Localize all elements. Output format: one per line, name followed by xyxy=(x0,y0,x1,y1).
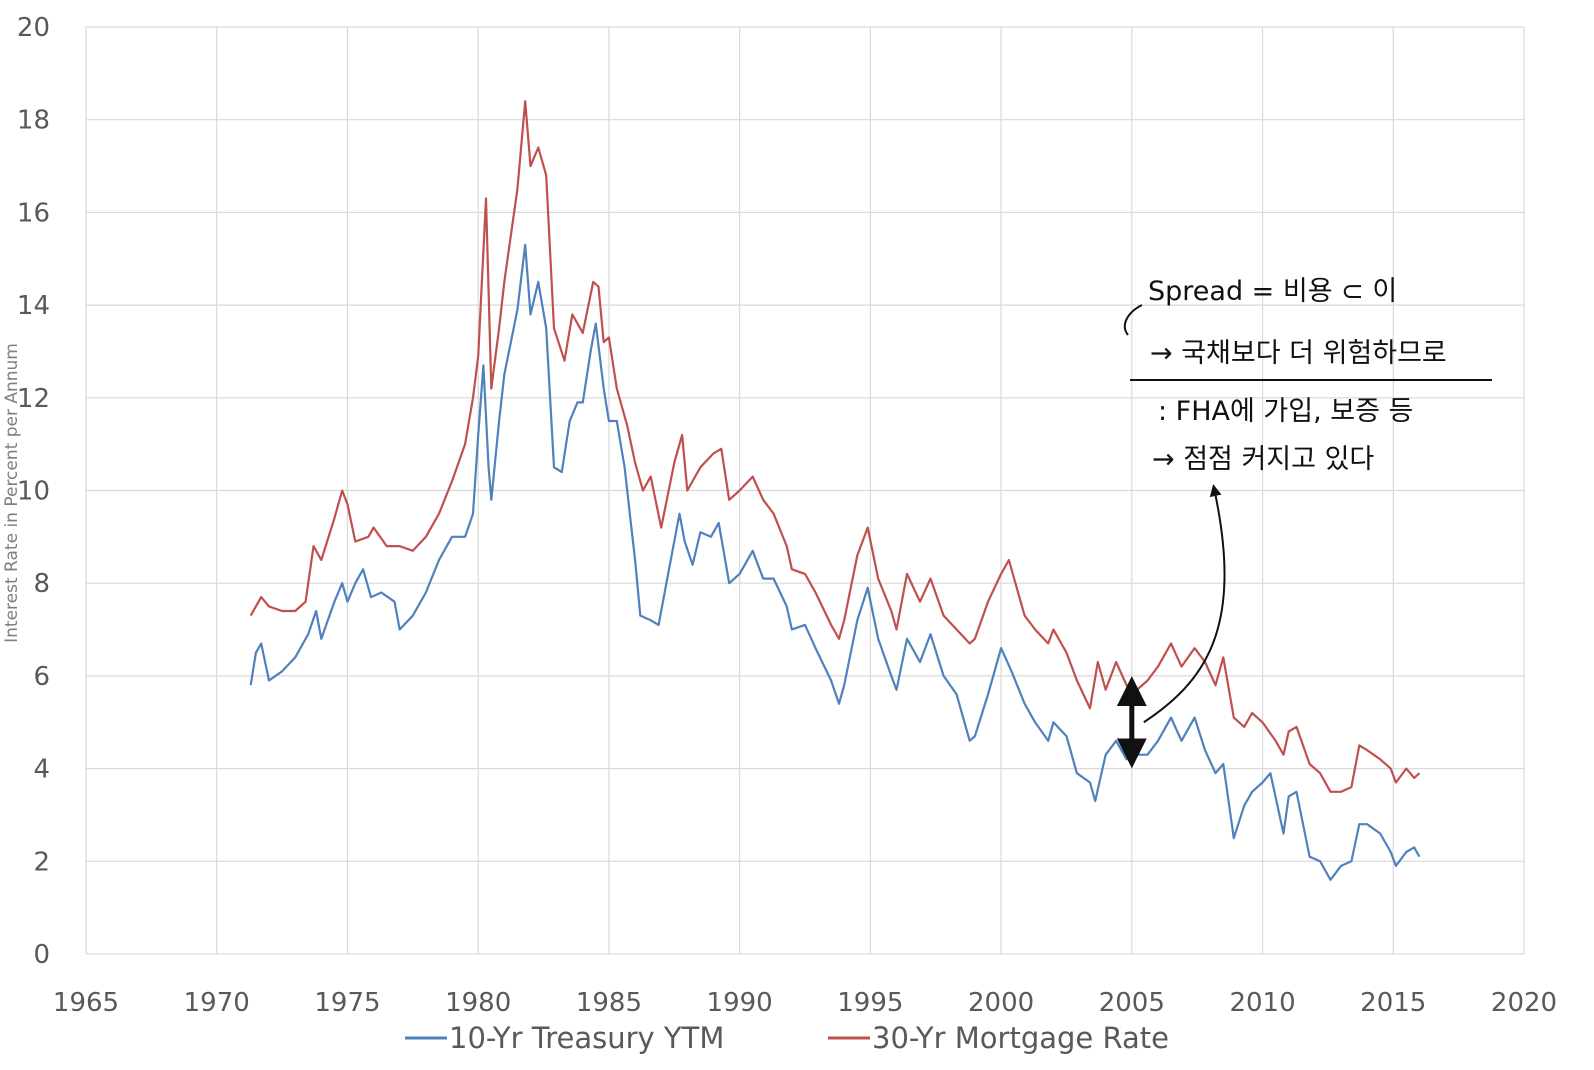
x-tick-label: 1980 xyxy=(445,988,511,1018)
callout-arrow xyxy=(1143,484,1226,724)
handwritten-annotation: Spread = 비용 ⊂ 이 → 국채보다 더 위험하므로 : FHA에 가입, … xyxy=(1116,276,1492,769)
annotation-line: Spread = 비용 ⊂ 이 xyxy=(1148,276,1397,307)
x-tick-labels: 1965 1970 1975 1980 1985 1990 1995 2000 2005 2010… xyxy=(53,988,1557,1018)
annotation-line: → 점점 커지고 있다 xyxy=(1152,444,1374,475)
annotation-hook xyxy=(1123,304,1143,336)
y-tick-label: 4 xyxy=(33,755,50,785)
legend-label: 10-Yr Treasury YTM xyxy=(449,1021,724,1055)
series-lines xyxy=(249,100,1421,881)
y-axis-title: Interest Rate in Percent per Annum xyxy=(2,343,22,643)
x-tick-label: 2000 xyxy=(968,988,1034,1018)
y-tick-label: 0 xyxy=(33,940,50,970)
y-tick-label: 8 xyxy=(33,569,50,599)
annotation-line: : FHA에 가입, 보증 등 xyxy=(1158,396,1413,427)
x-tick-label: 2005 xyxy=(1099,988,1165,1018)
series-line-treasury xyxy=(249,243,1421,881)
y-tick-label: 10 xyxy=(17,477,50,507)
x-tick-label: 1985 xyxy=(576,988,642,1018)
x-tick-label: 2010 xyxy=(1229,988,1295,1018)
x-tick-label: 1970 xyxy=(184,988,250,1018)
y-tick-label: 14 xyxy=(17,291,50,321)
y-tick-label: 20 xyxy=(17,13,50,43)
y-tick-label: 6 xyxy=(33,662,50,692)
x-tick-label: 1965 xyxy=(53,988,119,1018)
y-tick-label: 2 xyxy=(33,847,50,877)
y-tick-label: 16 xyxy=(17,198,50,228)
x-tick-label: 1975 xyxy=(314,988,380,1018)
y-tick-labels: 0 2 4 6 8 10 12 14 16 18 20 xyxy=(17,13,50,970)
series-line-mortgage xyxy=(249,100,1421,793)
y-tick-label: 18 xyxy=(17,106,50,136)
x-tick-label: 1990 xyxy=(707,988,773,1018)
y-tick-label: 12 xyxy=(17,384,50,414)
x-tick-label: 2015 xyxy=(1360,988,1426,1018)
grid xyxy=(85,26,1525,955)
legend: 10-Yr Treasury YTM 30-Yr Mortgage Rate xyxy=(405,1021,1169,1055)
legend-label: 30-Yr Mortgage Rate xyxy=(872,1021,1169,1055)
annotation-line: → 국채보다 더 위험하므로 xyxy=(1150,338,1447,369)
x-tick-label: 2020 xyxy=(1491,988,1557,1018)
x-tick-label: 1995 xyxy=(837,988,903,1018)
